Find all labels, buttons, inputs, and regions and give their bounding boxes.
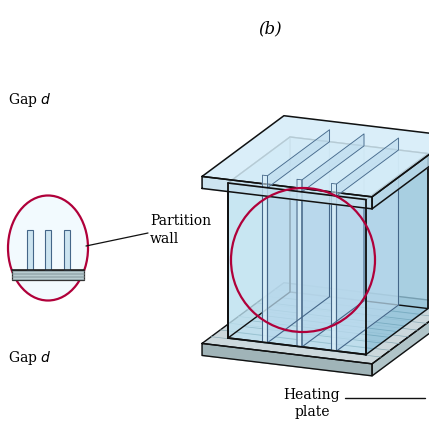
Polygon shape [228, 292, 428, 354]
Polygon shape [297, 191, 302, 347]
Polygon shape [228, 183, 366, 354]
Polygon shape [202, 283, 429, 364]
Bar [45, 230, 51, 270]
Polygon shape [263, 141, 329, 188]
Polygon shape [302, 146, 364, 347]
Polygon shape [268, 142, 329, 343]
Polygon shape [228, 137, 428, 199]
Polygon shape [268, 130, 329, 188]
Ellipse shape [8, 196, 88, 300]
Polygon shape [372, 136, 429, 209]
Text: Gap $d$: Gap $d$ [8, 349, 51, 367]
Polygon shape [366, 154, 428, 354]
Polygon shape [263, 187, 268, 343]
Polygon shape [332, 149, 399, 196]
Bar [12, 270, 84, 280]
Polygon shape [202, 116, 429, 197]
Text: Gap $d$: Gap $d$ [8, 91, 51, 109]
Polygon shape [372, 303, 429, 376]
Polygon shape [336, 138, 399, 196]
Text: (b): (b) [258, 20, 282, 37]
Polygon shape [297, 179, 302, 192]
Text: Heating
plate: Heating plate [284, 388, 340, 419]
Polygon shape [290, 137, 428, 308]
Polygon shape [302, 134, 364, 192]
Polygon shape [263, 175, 268, 188]
Polygon shape [202, 176, 372, 209]
Bar [27, 230, 33, 270]
Polygon shape [297, 145, 364, 192]
Polygon shape [332, 184, 336, 196]
Polygon shape [228, 137, 290, 338]
Polygon shape [336, 150, 399, 351]
Text: Partition
wall: Partition wall [150, 214, 211, 246]
Polygon shape [202, 344, 372, 376]
Polygon shape [332, 196, 336, 351]
Bar [63, 230, 69, 270]
